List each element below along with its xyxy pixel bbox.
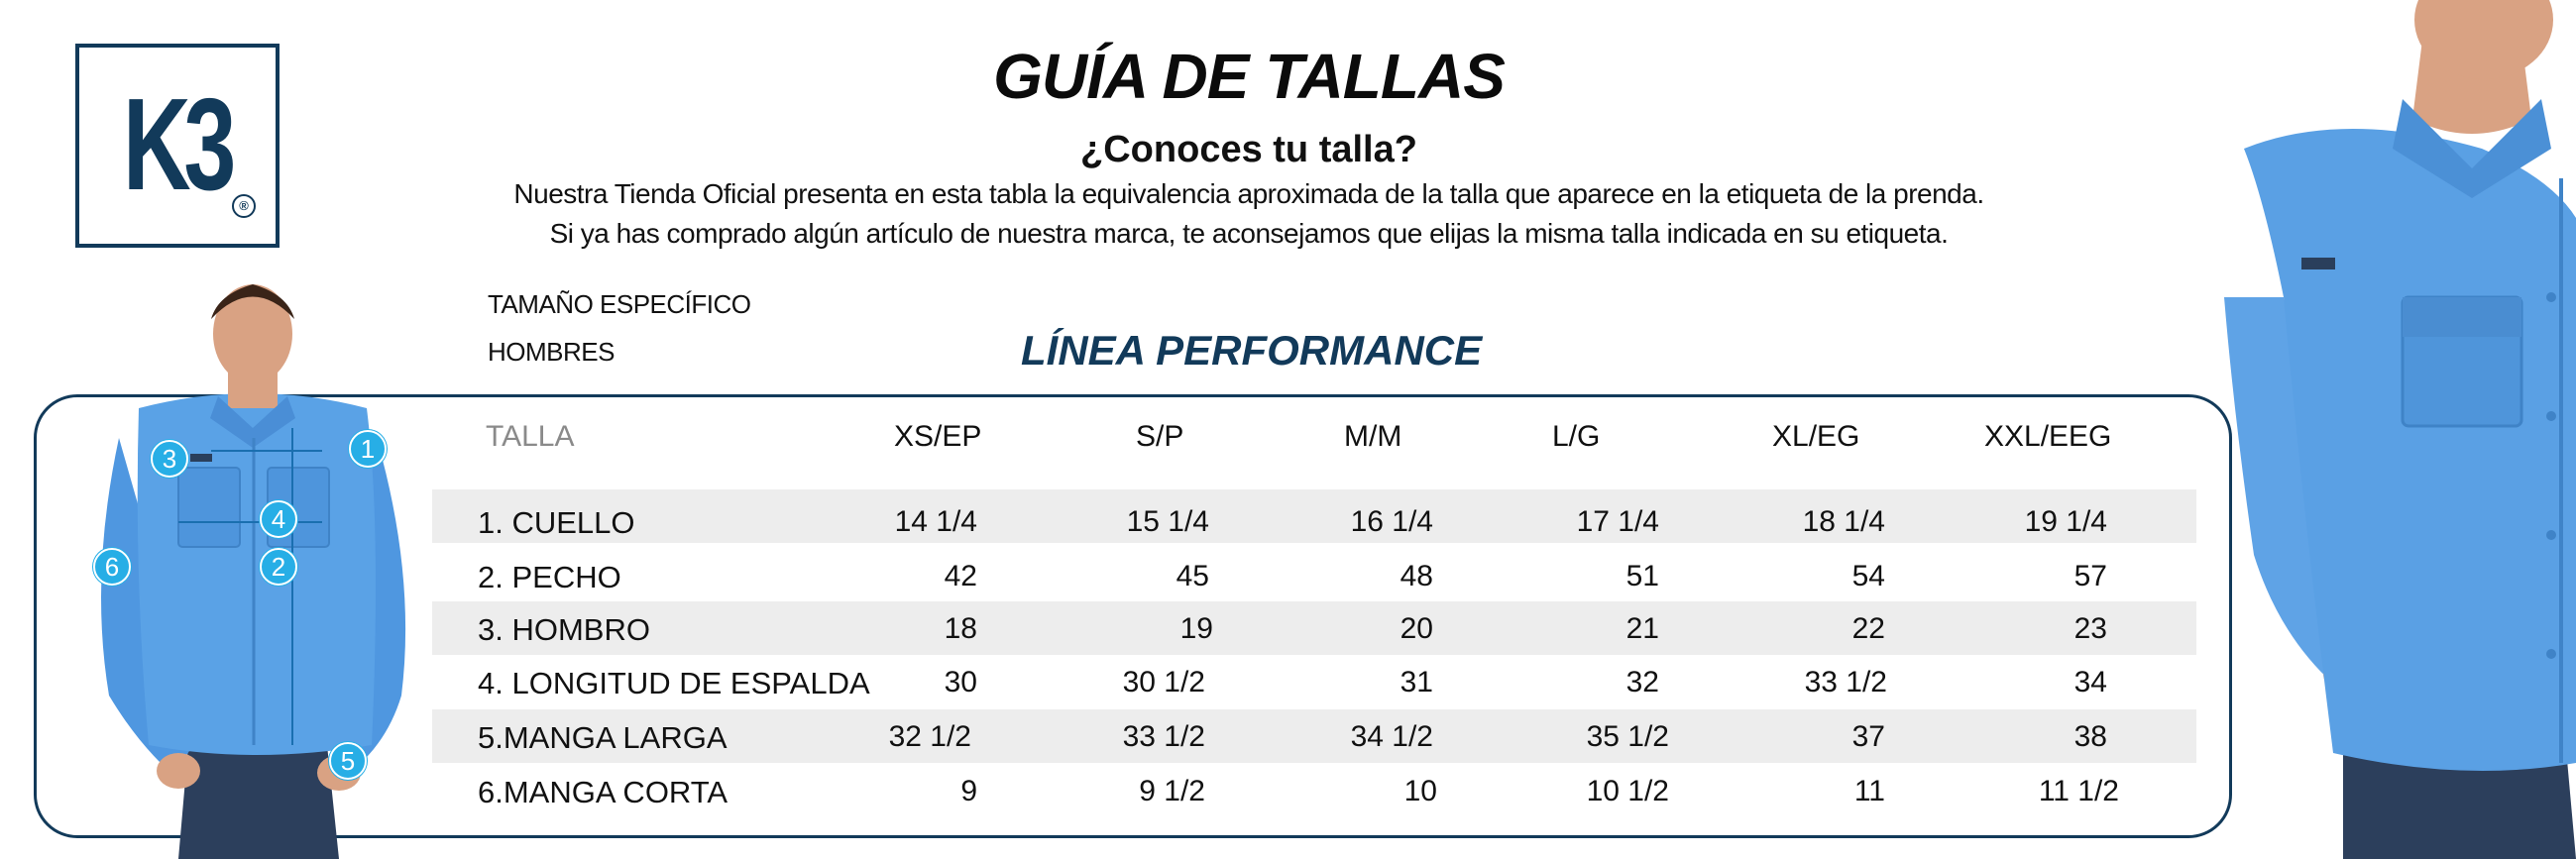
table-cell: 34 [2073,666,2107,698]
table-row-shade-3 [432,601,2196,655]
row-label-manga-larga: 5.MANGA LARGA [478,720,728,755]
table-cell: 38 [2073,720,2107,753]
callout-2: 2 [260,548,297,586]
table-cell: 54 [1851,560,1885,592]
table-cell: 45 [1176,560,1209,592]
table-cell: 18 [944,612,977,645]
table-cell: 18 1/4 [1802,505,1885,538]
product-line-title: LÍNEA PERFORMANCE [1021,327,1483,374]
callout-1: 1 [349,430,387,468]
table-cell: 15 1/4 [1126,505,1209,538]
table-cell: 30 [944,666,977,698]
table-cell: 35 1/2 [1586,720,1669,753]
model-photo-left [101,284,406,859]
table-cell: 21 [1625,612,1659,645]
table-cell: 19 1/4 [2024,505,2107,538]
page-title: GUÍA DE TALLAS [993,41,1506,112]
size-table-frame [34,394,2232,838]
table-cell: 16 1/4 [1350,505,1433,538]
table-cell: 30 1/2 [1122,666,1205,698]
table-cell: 32 [1625,666,1659,698]
table-cell: 48 [1400,560,1433,592]
row-label-pecho: 2. PECHO [478,560,621,594]
callout-3: 3 [151,440,188,478]
table-cell: 9 [960,775,977,807]
table-cell: 14 1/4 [894,505,977,538]
table-cell: 11 1/2 [2038,775,2119,807]
column-header-m: M/M [1344,420,1402,453]
row-label-manga-corta: 6.MANGA CORTA [478,775,728,809]
registered-mark: ® [232,194,256,218]
row-label-hombro: 3. HOMBRO [478,612,650,647]
table-cell: 31 [1400,666,1433,698]
table-cell: 20 [1400,612,1433,645]
gender-label: HOMBRES [488,337,615,367]
table-cell: 34 1/2 [1350,720,1433,753]
table-row-shade-1 [432,489,2196,543]
table-cell: 10 [1403,775,1437,807]
column-header-xxl: XXL/EEG [1984,420,2112,453]
table-cell: 37 [1851,720,1885,753]
table-cell: 23 [2073,612,2107,645]
table-cell: 19 [1179,612,1213,645]
intro-text-line-1: Nuestra Tienda Oficial presenta en esta … [513,178,1984,209]
page-subtitle: ¿Conoces tu talla? [1080,129,1417,170]
row-label-cuello: 1. CUELLO [478,505,635,540]
table-cell: 10 1/2 [1586,775,1669,807]
callout-6: 6 [93,548,131,586]
callout-4: 4 [260,500,297,538]
spec-label: TAMAÑO ESPECÍFICO [488,289,751,319]
callout-5: 5 [329,742,367,780]
table-row-shade-5 [432,709,2196,763]
table-cell: 57 [2073,560,2107,592]
column-header-xl: XL/EG [1772,420,1860,453]
brand-logo: K3 ® [75,44,280,248]
model-photo-right [2224,0,2576,859]
logo-letters: K3 [123,71,236,217]
table-cell: 33 1/2 [1122,720,1205,753]
table-cell: 33 1/2 [1804,666,1887,698]
column-header-l: L/G [1552,420,1601,453]
table-cell: 22 [1851,612,1885,645]
column-header-xs: XS/EP [894,420,982,453]
table-cell: 51 [1625,560,1659,592]
table-cell: 42 [944,560,977,592]
table-cell: 17 1/4 [1576,505,1659,538]
intro-text-line-2: Si ya has comprado algún artículo de nue… [549,218,1949,249]
table-cell: 9 1/2 [1139,775,1205,807]
row-label-longitud-espalda: 4. LONGITUD DE ESPALDA [478,666,870,700]
table-cell: 11 [1853,775,1885,807]
table-header-talla: TALLA [486,420,575,453]
column-header-s: S/P [1136,420,1184,453]
table-cell: 32 1/2 [888,720,971,753]
